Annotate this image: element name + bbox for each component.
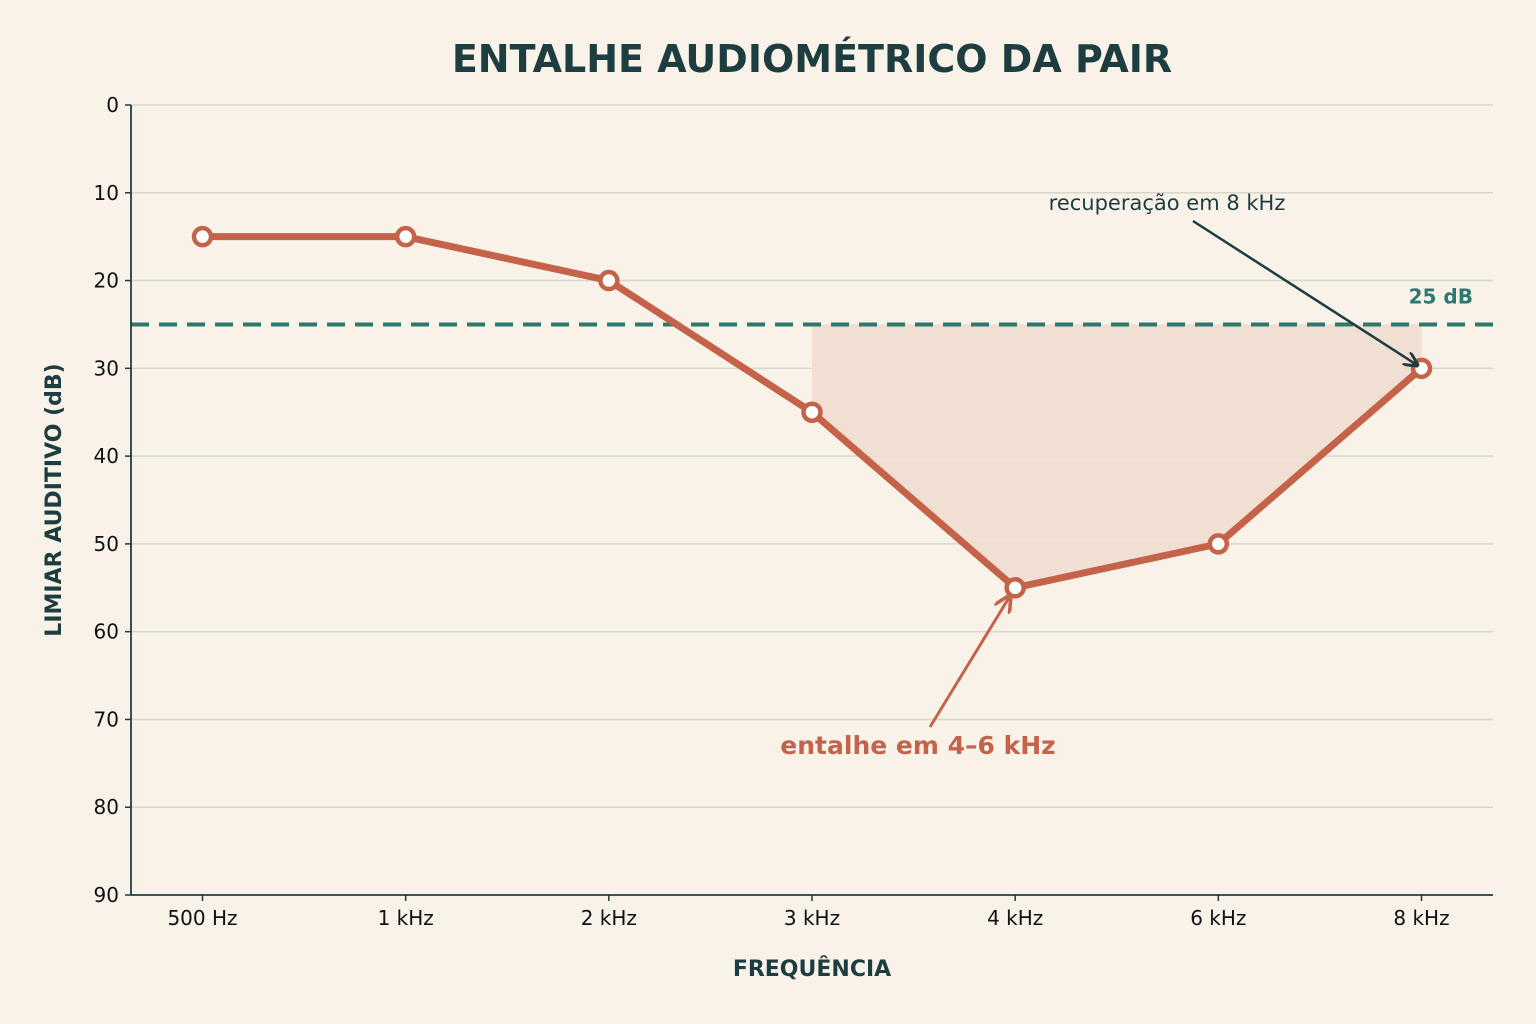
x-tick-label-3: 3 kHz (784, 906, 840, 930)
x-tick-label-6: 8 kHz (1393, 906, 1449, 930)
y-tick-label-40: 40 (94, 444, 119, 468)
y-tick-label-70: 70 (94, 707, 119, 731)
x-tick-label-2: 2 kHz (581, 906, 637, 930)
reference-line-label: 25 dB (1409, 284, 1473, 308)
annotation-layer: recuperação em 8 kHz entalhe em 4–6 kHz (780, 191, 1417, 760)
x-tick-label-0: 500 Hz (167, 906, 237, 930)
grid-layer (131, 104, 1493, 808)
x-tick-label-1: 1 kHz (378, 906, 434, 930)
annotation-recovery-arrow (1192, 219, 1418, 365)
data-point-1 (394, 225, 417, 248)
x-tick-label-4: 4 kHz (987, 906, 1043, 930)
series-layer (191, 225, 1433, 599)
annotation-notch-arrow (928, 596, 1010, 728)
y-tick-label-10: 10 (94, 181, 119, 205)
notch-shaded-region (812, 324, 1422, 588)
data-point-0 (191, 225, 214, 248)
data-point-6 (1410, 357, 1433, 380)
y-tick-label-0: 0 (106, 93, 119, 117)
x-axis-label: FREQUÊNCIA (733, 956, 891, 982)
shade-layer (812, 324, 1422, 588)
chart-title: ENTALHE AUDIOMÉTRICO DA PAIR (452, 37, 1172, 81)
y-tick-label-80: 80 (94, 795, 119, 819)
y-tick-label-60: 60 (94, 620, 119, 644)
data-point-5 (1207, 533, 1230, 555)
y-tick-label-90: 90 (94, 883, 119, 907)
data-point-3 (801, 401, 823, 423)
y-tick-label-20: 20 (94, 269, 119, 293)
y-tick-label-30: 30 (94, 356, 119, 380)
data-point-2 (598, 269, 620, 292)
axis-layer: 0 10 20 30 40 50 60 70 80 90 500 Hz 1 kHz 2 kHz 3 kHz… (94, 93, 1493, 930)
annotation-notch-text: entalhe em 4–6 kHz (780, 731, 1055, 760)
data-point-4 (1004, 577, 1026, 599)
reference-layer: 25 dB (131, 284, 1493, 327)
annotation-recovery-text: recuperação em 8 kHz (1049, 191, 1286, 215)
x-tick-label-5: 6 kHz (1190, 906, 1246, 930)
y-tick-label-50: 50 (94, 532, 119, 556)
y-axis-label: LIMIAR AUDITIVO (dB) (42, 363, 67, 636)
